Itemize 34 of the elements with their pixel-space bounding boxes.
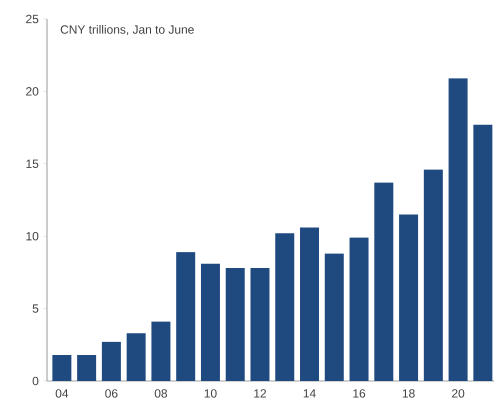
bar xyxy=(350,238,369,381)
bar xyxy=(77,354,96,381)
x-tick-label: 18 xyxy=(402,389,415,398)
y-tick-label: 5 xyxy=(32,304,38,313)
bar xyxy=(176,252,196,381)
y-tick-label: 15 xyxy=(26,160,38,168)
y-tick-label: 10 xyxy=(26,232,38,240)
bar xyxy=(200,264,220,381)
bar xyxy=(399,214,418,381)
bar xyxy=(126,333,146,381)
x-tick-label: 12 xyxy=(254,389,266,398)
bar xyxy=(300,228,320,381)
bar xyxy=(324,254,344,381)
x-tick-label: 08 xyxy=(154,389,168,398)
x-tick-label: 20 xyxy=(452,389,464,398)
y-tick-label: 25 xyxy=(26,14,38,24)
bar xyxy=(151,322,170,381)
bar xyxy=(102,342,121,381)
bar xyxy=(473,124,492,381)
x-tick-label: 10 xyxy=(204,389,217,398)
y-axis-title: CNY trillions, Jan to June xyxy=(60,25,194,36)
x-tick-label: 06 xyxy=(105,389,118,398)
bar xyxy=(226,268,245,381)
bar xyxy=(52,354,72,381)
bar xyxy=(275,233,294,381)
bar xyxy=(250,268,270,381)
y-tick-label: 0 xyxy=(32,376,38,386)
y-tick-label: 20 xyxy=(26,87,38,96)
x-tick-label: 14 xyxy=(304,389,316,398)
x-tick-label: 04 xyxy=(56,389,68,398)
x-tick-label: 16 xyxy=(353,389,366,398)
bar xyxy=(448,78,468,381)
bar xyxy=(374,182,394,381)
bar xyxy=(424,170,443,381)
